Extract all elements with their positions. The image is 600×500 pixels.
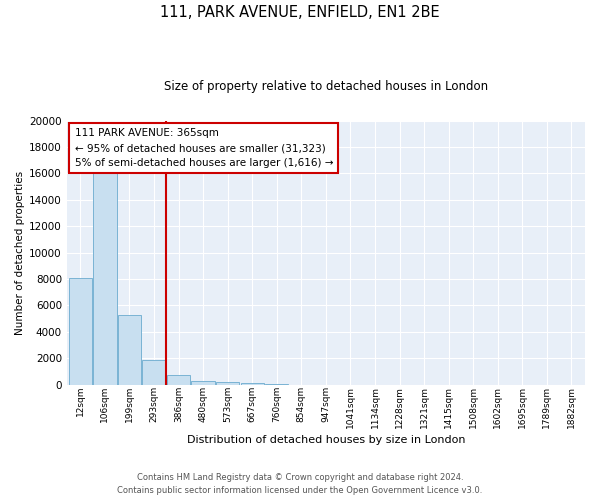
Bar [68,278,92,384]
Bar [118,314,141,384]
Bar [191,380,215,384]
X-axis label: Distribution of detached houses by size in London: Distribution of detached houses by size … [187,435,465,445]
Bar [167,374,190,384]
Y-axis label: Number of detached properties: Number of detached properties [15,170,25,334]
Bar [93,167,116,384]
Text: 111, PARK AVENUE, ENFIELD, EN1 2BE: 111, PARK AVENUE, ENFIELD, EN1 2BE [160,5,440,20]
Title: Size of property relative to detached houses in London: Size of property relative to detached ho… [164,80,488,93]
Bar [142,360,166,384]
Bar [216,382,239,384]
Text: Contains HM Land Registry data © Crown copyright and database right 2024.
Contai: Contains HM Land Registry data © Crown c… [118,474,482,495]
Bar [241,383,264,384]
Text: 111 PARK AVENUE: 365sqm
← 95% of detached houses are smaller (31,323)
5% of semi: 111 PARK AVENUE: 365sqm ← 95% of detache… [74,128,333,168]
